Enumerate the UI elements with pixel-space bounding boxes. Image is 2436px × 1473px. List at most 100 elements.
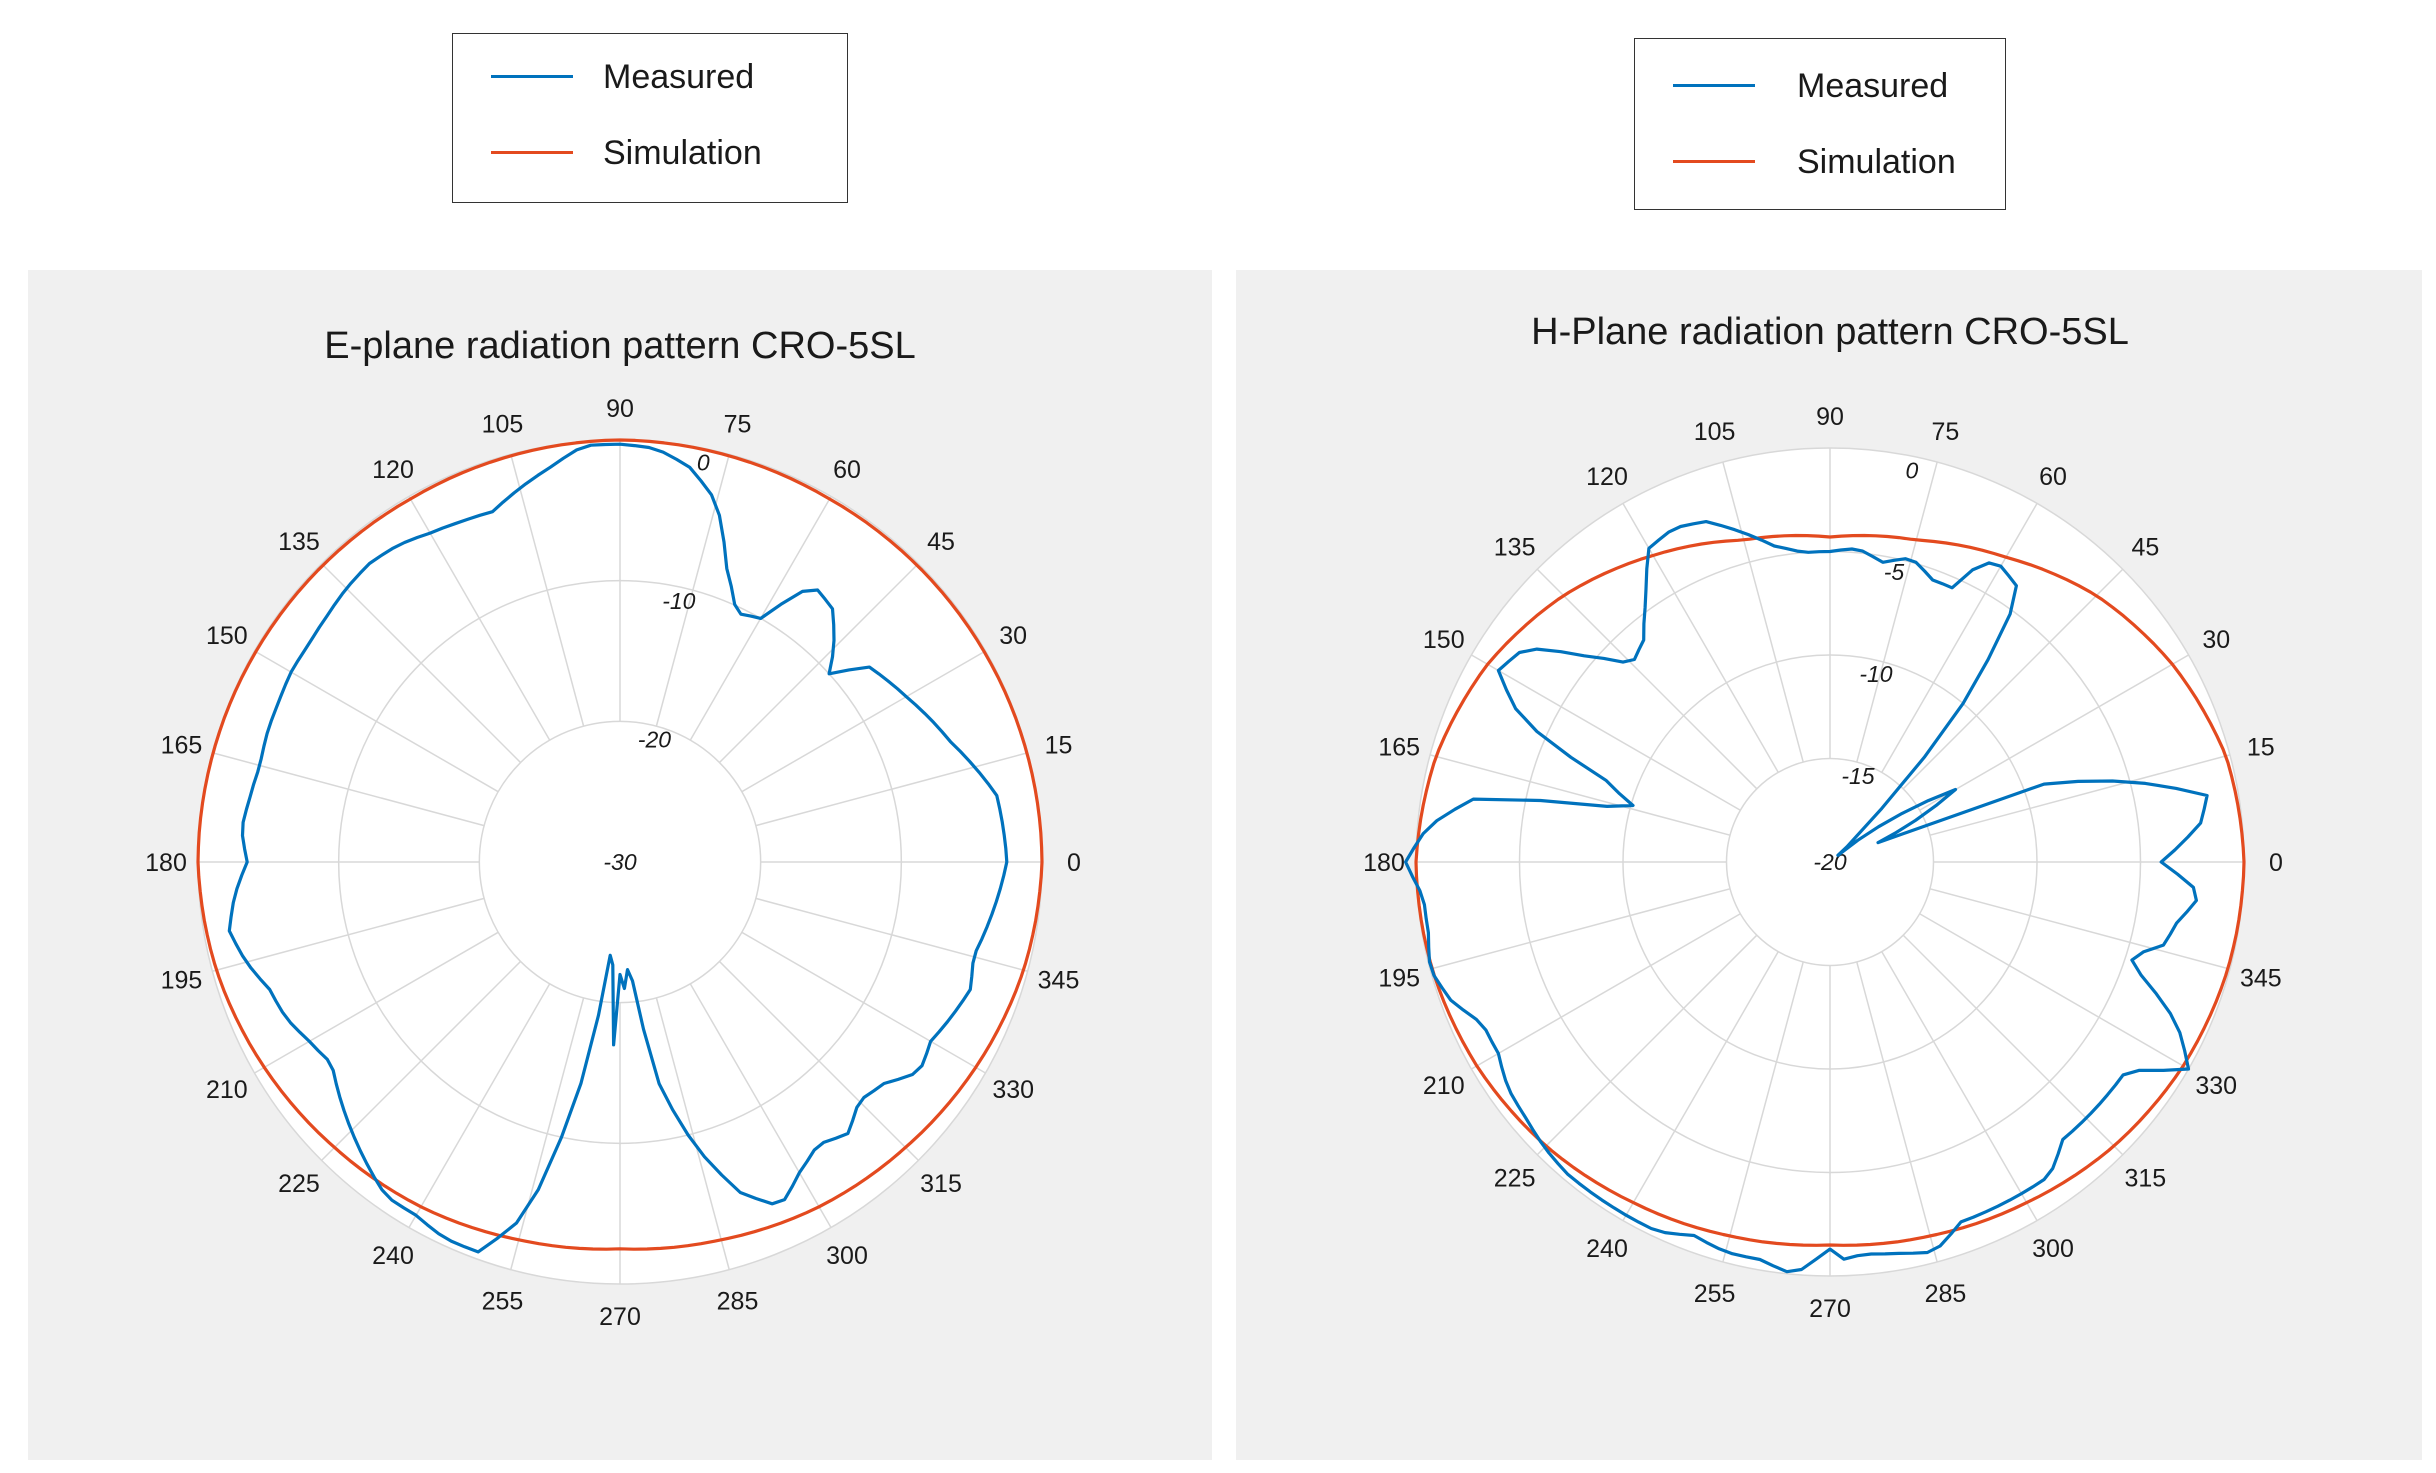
r-tick-label: -10 — [662, 588, 695, 614]
r-tick-label: -30 — [603, 849, 636, 875]
grid-spoke — [1429, 888, 1731, 970]
theta-tick-label: 120 — [1586, 463, 1628, 491]
grid-spoke — [1919, 913, 2189, 1070]
theta-tick-label: 0 — [2269, 849, 2283, 877]
r-tick-label: 0 — [697, 449, 710, 475]
theta-tick-label: 330 — [2195, 1072, 2237, 1100]
grid-spoke — [1929, 754, 2231, 836]
theta-tick-label: 105 — [482, 410, 524, 438]
legend-entry-measured: Measured — [453, 56, 847, 96]
r-tick-label: -20 — [638, 726, 671, 752]
grid-spoke — [1622, 951, 1779, 1221]
grid-ring — [478, 720, 762, 1004]
theta-tick-label: 255 — [1694, 1280, 1736, 1308]
theta-tick-label: 225 — [278, 1170, 320, 1198]
legend-label-simulation: Simulation — [1797, 143, 1956, 181]
theta-tick-label: 75 — [724, 410, 752, 438]
legend-label-simulation: Simulation — [603, 134, 762, 172]
theta-tick-label: 195 — [1378, 964, 1420, 992]
grid-spoke — [1536, 568, 1758, 790]
legend-line-simulation — [491, 151, 573, 154]
theta-tick-label: 60 — [833, 456, 861, 484]
theta-tick-label: 210 — [1423, 1072, 1465, 1100]
series-measured-line — [1404, 520, 2209, 1274]
theta-tick-label: 345 — [1038, 967, 1080, 995]
h-plane-panel: H-Plane radiation pattern CRO-5SL 0 15 30 45… — [1236, 270, 2422, 1460]
grid-spoke — [1429, 754, 1731, 836]
legend-label-measured: Measured — [1797, 67, 1949, 105]
grid-spoke — [1471, 913, 1741, 1070]
theta-tick-label: 240 — [372, 1242, 414, 1270]
theta-tick-label: 0 — [1067, 849, 1081, 877]
theta-tick-label: 315 — [2125, 1164, 2167, 1192]
theta-tick-label: 180 — [1363, 849, 1405, 877]
theta-tick-label: 45 — [2131, 534, 2159, 562]
grid-spoke — [1929, 888, 2231, 970]
theta-tick-label: 270 — [599, 1303, 641, 1331]
grid-spoke — [1856, 461, 1938, 763]
theta-tick-label: 15 — [1045, 731, 1073, 759]
theta-tick-label: 75 — [1932, 418, 1960, 446]
h-plane-polar-chart: H-Plane radiation pattern CRO-5SL 0 15 30 45… — [1363, 311, 2283, 1323]
e-plane-polar-chart: E-plane radiation pattern CRO-5SL 0 15 30 45… — [145, 325, 1081, 1331]
grid-spoke — [1722, 461, 1804, 763]
grid-spoke — [1856, 961, 1938, 1263]
legend-entry-simulation: Simulation — [453, 132, 847, 172]
theta-tick-label: 285 — [1925, 1280, 1967, 1308]
r-tick-label: -15 — [1841, 763, 1874, 789]
theta-tick-label: 30 — [2202, 626, 2230, 654]
theta-tick-label: 120 — [372, 456, 414, 484]
grid-ring — [1725, 757, 1935, 967]
legend-line-measured — [491, 75, 573, 78]
grid-spoke — [1471, 654, 1741, 811]
theta-tick-label: 150 — [206, 622, 248, 650]
theta-tick-label: 15 — [2247, 734, 2275, 762]
theta-tick-label: 45 — [927, 528, 955, 556]
theta-tick-label: 90 — [1816, 403, 1844, 431]
theta-tick-label: 210 — [206, 1076, 248, 1104]
theta-tick-label: 225 — [1494, 1164, 1536, 1192]
chart-title: H-Plane radiation pattern CRO-5SL — [1531, 311, 2129, 353]
theta-tick-label: 165 — [1378, 734, 1420, 762]
r-tick-label: -5 — [1884, 559, 1905, 585]
grid-spoke — [1919, 654, 2189, 811]
grid-ring — [1622, 654, 2038, 1070]
theta-tick-label: 240 — [1586, 1235, 1628, 1263]
theta-tick-label: 345 — [2240, 964, 2282, 992]
theta-tick-label: 90 — [606, 395, 634, 423]
theta-tick-label: 135 — [1494, 534, 1536, 562]
grid-spoke — [1536, 934, 1758, 1156]
theta-tick-label: 30 — [999, 622, 1027, 650]
legend-line-measured — [1673, 84, 1755, 87]
legend-entry-measured: Measured — [1635, 65, 2005, 105]
legend-e-plane: Measured Simulation — [452, 33, 848, 203]
theta-tick-label: 285 — [717, 1288, 759, 1316]
grid-spoke — [1881, 951, 2038, 1221]
grid-spoke — [1902, 568, 2124, 790]
theta-tick-label: 315 — [920, 1170, 962, 1198]
e-plane-panel: E-plane radiation pattern CRO-5SL 0 15 30 45… — [28, 270, 1212, 1460]
legend-line-simulation — [1673, 160, 1755, 163]
theta-tick-label: 135 — [278, 528, 320, 556]
r-tick-label: -10 — [1859, 661, 1892, 687]
series-simulation-line — [1414, 533, 2246, 1247]
theta-tick-label: 330 — [992, 1076, 1034, 1104]
theta-tick-label: 150 — [1423, 626, 1465, 654]
r-tick-label: 0 — [1905, 457, 1918, 483]
theta-tick-label: 270 — [1809, 1295, 1851, 1323]
series-measured-line — [227, 442, 1009, 1254]
grid-spoke — [1722, 961, 1804, 1263]
theta-tick-label: 60 — [2039, 463, 2067, 491]
grid-ring — [337, 579, 903, 1145]
theta-tick-label: 105 — [1694, 418, 1736, 446]
grid-spoke — [1881, 503, 2038, 773]
theta-tick-label: 180 — [145, 849, 187, 877]
theta-tick-label: 195 — [161, 967, 203, 995]
legend-entry-simulation: Simulation — [1635, 141, 2005, 181]
legend-h-plane: Measured Simulation — [1634, 38, 2006, 210]
series-simulation-line — [196, 438, 1044, 1251]
theta-tick-label: 300 — [2032, 1235, 2074, 1263]
theta-tick-label: 255 — [482, 1288, 524, 1316]
chart-title: E-plane radiation pattern CRO-5SL — [324, 325, 915, 367]
theta-tick-label: 165 — [161, 731, 203, 759]
